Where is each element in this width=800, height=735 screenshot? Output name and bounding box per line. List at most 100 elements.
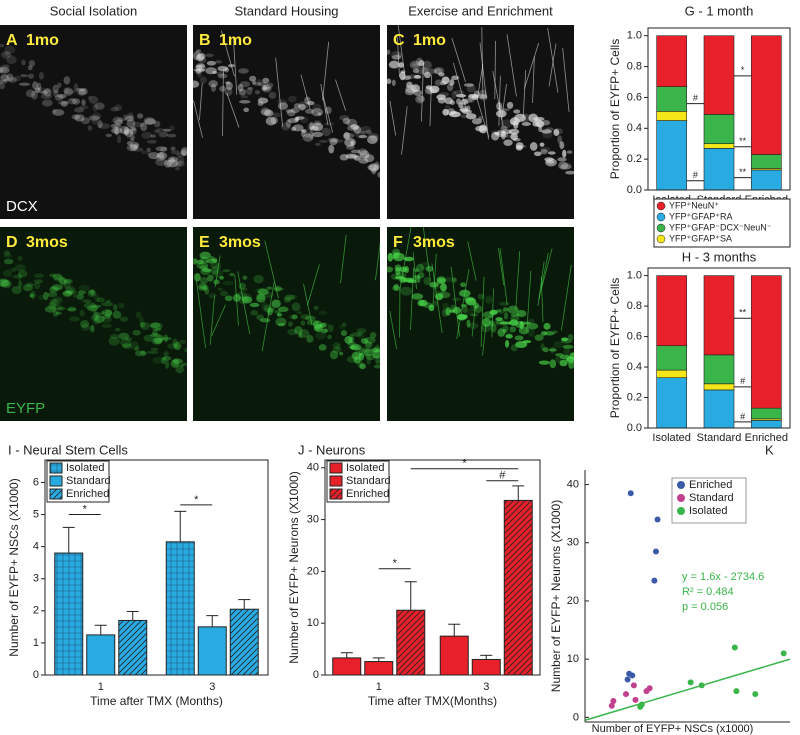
cell: [256, 314, 264, 320]
cell: [112, 116, 123, 125]
cell: [275, 317, 287, 327]
cell: [164, 361, 170, 370]
y-tick-label: 0: [573, 711, 579, 723]
cell: [30, 290, 36, 300]
cell: [80, 320, 90, 328]
cell: [391, 54, 402, 60]
y-axis-label: Number of EYFP+ Neurons (X1000): [287, 471, 301, 663]
cell: [345, 153, 357, 159]
cell: [313, 120, 322, 126]
y-tick-label: 0.8: [627, 300, 642, 312]
cell: [339, 351, 344, 356]
cell: [197, 52, 206, 60]
process: [234, 274, 239, 326]
cell: [502, 329, 507, 333]
cell: [206, 60, 216, 66]
process: [261, 281, 275, 352]
cell: [175, 364, 184, 374]
cell: [44, 305, 57, 313]
cell: [181, 362, 187, 366]
cell: [452, 297, 461, 302]
process: [389, 100, 397, 136]
cell: [264, 109, 274, 117]
process: [220, 30, 235, 77]
cell: [409, 60, 421, 70]
cell: [359, 152, 370, 161]
cell: [568, 360, 574, 369]
y-tick-label: 6: [33, 476, 39, 488]
cell: [522, 340, 532, 344]
cell: [260, 106, 269, 116]
cell: [170, 146, 176, 151]
cell: [341, 322, 347, 327]
cell: [406, 81, 413, 89]
cell: [457, 314, 467, 321]
cell: [464, 297, 477, 305]
cell: [78, 88, 89, 95]
cell: [297, 101, 309, 109]
cell: [111, 127, 123, 134]
cell: [376, 359, 380, 364]
plot-frame: [44, 459, 269, 676]
cell: [512, 137, 521, 142]
process: [300, 74, 311, 110]
cell: [208, 293, 217, 299]
cell: [377, 171, 380, 178]
process: [431, 263, 443, 333]
cell: [500, 125, 508, 131]
legend-label: Standard: [689, 492, 734, 504]
cell: [277, 306, 289, 313]
y-tick-label: 30: [307, 513, 319, 525]
sig-label: **: [739, 308, 747, 318]
cell: [95, 314, 102, 319]
process: [401, 106, 408, 155]
cell: [159, 152, 165, 159]
cell: [167, 343, 179, 350]
legend-swatch: [677, 494, 685, 502]
cell: [310, 125, 319, 131]
legend-box: [46, 460, 110, 503]
y-tick-label: 0.0: [627, 422, 642, 434]
cell: [0, 43, 5, 48]
cell: [225, 81, 233, 91]
cell: [104, 309, 113, 317]
x-axis-label: Time after TMX (Months): [90, 694, 223, 708]
cell: [294, 326, 303, 335]
cell: [535, 119, 543, 128]
cell: [304, 132, 310, 138]
cell: [566, 150, 573, 154]
legend-label: YFP⁺NeuN⁺: [669, 200, 719, 210]
process: [453, 62, 469, 116]
cell: [165, 359, 170, 369]
cell: [262, 85, 268, 91]
cell: [193, 80, 200, 88]
cell: [117, 135, 122, 144]
cell: [463, 83, 474, 87]
cell: [214, 60, 222, 64]
cell: [47, 291, 58, 298]
process: [479, 42, 487, 100]
process: [541, 248, 553, 289]
cell: [363, 348, 374, 357]
cell: [489, 309, 498, 315]
sig-label: #: [499, 470, 506, 482]
cell: [510, 344, 518, 352]
process: [494, 40, 496, 100]
x-tick-label: 1: [376, 681, 382, 693]
stain-label: DCX: [6, 198, 38, 215]
cell: [393, 252, 400, 259]
cell: [132, 329, 141, 336]
cell: [464, 296, 471, 303]
cell: [410, 84, 421, 92]
cell: [344, 336, 353, 344]
cell: [562, 149, 567, 158]
cell: [416, 274, 421, 284]
cell: [63, 278, 73, 284]
cell: [143, 334, 154, 342]
cell: [563, 347, 570, 356]
cell: [293, 103, 301, 109]
cell: [445, 307, 451, 316]
process: [562, 47, 570, 113]
cell: [63, 87, 73, 96]
cell: [92, 318, 101, 325]
